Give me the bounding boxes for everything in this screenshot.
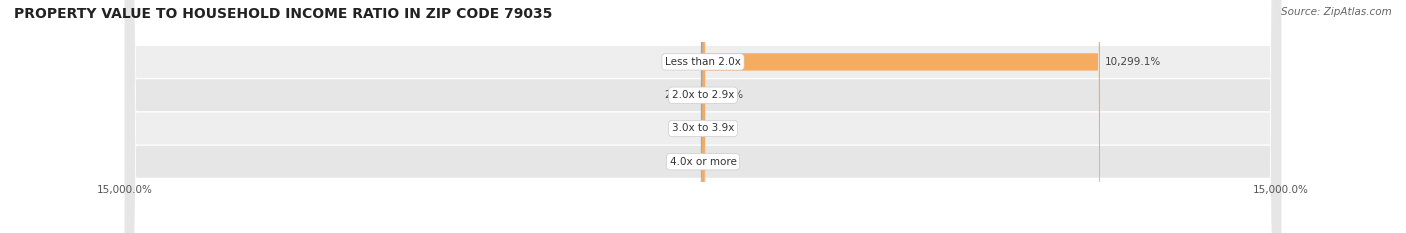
FancyBboxPatch shape bbox=[125, 0, 1281, 233]
Text: 55.3%: 55.3% bbox=[664, 57, 696, 67]
Text: 2.0x to 2.9x: 2.0x to 2.9x bbox=[672, 90, 734, 100]
Text: 5.3%: 5.3% bbox=[707, 157, 734, 167]
Text: Less than 2.0x: Less than 2.0x bbox=[665, 57, 741, 67]
Text: 27.4%: 27.4% bbox=[664, 90, 697, 100]
Text: Source: ZipAtlas.com: Source: ZipAtlas.com bbox=[1281, 7, 1392, 17]
FancyBboxPatch shape bbox=[703, 0, 1099, 233]
FancyBboxPatch shape bbox=[125, 0, 1281, 233]
Text: 10,299.1%: 10,299.1% bbox=[1105, 57, 1161, 67]
Text: 57.8%: 57.8% bbox=[710, 90, 742, 100]
Text: 7.5%: 7.5% bbox=[707, 123, 734, 134]
FancyBboxPatch shape bbox=[125, 0, 1281, 233]
Text: 15.1%: 15.1% bbox=[665, 157, 697, 167]
FancyBboxPatch shape bbox=[702, 0, 704, 233]
FancyBboxPatch shape bbox=[702, 0, 704, 233]
FancyBboxPatch shape bbox=[702, 0, 704, 233]
FancyBboxPatch shape bbox=[702, 0, 703, 233]
FancyBboxPatch shape bbox=[702, 0, 704, 233]
FancyBboxPatch shape bbox=[703, 0, 706, 233]
Text: PROPERTY VALUE TO HOUSEHOLD INCOME RATIO IN ZIP CODE 79035: PROPERTY VALUE TO HOUSEHOLD INCOME RATIO… bbox=[14, 7, 553, 21]
FancyBboxPatch shape bbox=[700, 0, 703, 233]
FancyBboxPatch shape bbox=[125, 0, 1281, 233]
Text: 3.0x to 3.9x: 3.0x to 3.9x bbox=[672, 123, 734, 134]
Text: 4.0x or more: 4.0x or more bbox=[669, 157, 737, 167]
Text: 2.1%: 2.1% bbox=[672, 123, 699, 134]
